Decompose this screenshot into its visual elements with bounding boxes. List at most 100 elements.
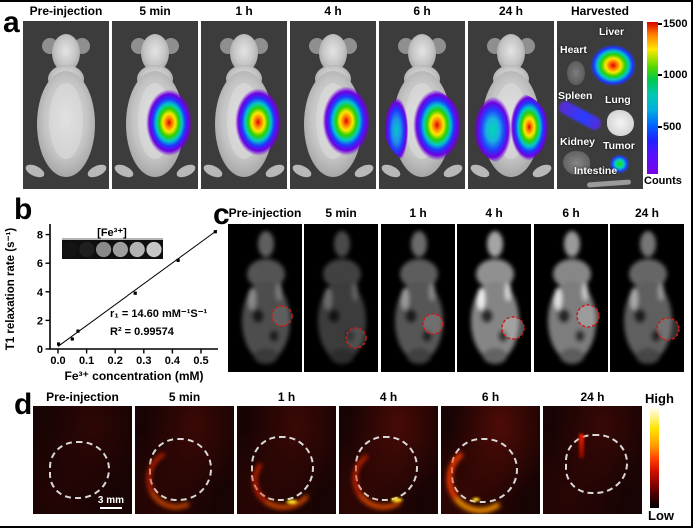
panel-a-frame-24h: 24 h: [468, 4, 554, 190]
timepoint-label: 1 h: [277, 390, 296, 404]
svg-text:0.0: 0.0: [50, 355, 65, 367]
mri-mouse: [457, 224, 531, 372]
svg-text:0: 0: [37, 344, 43, 356]
tumor-circle: [576, 304, 600, 328]
intestine-organ: [586, 179, 632, 188]
mri-mouse: [304, 224, 378, 372]
svg-text:T1 relaxation rate (s⁻¹): T1 relaxation rate (s⁻¹): [5, 228, 17, 351]
scale-bar-line: [99, 507, 122, 509]
organ-label-intestine: Intestine: [574, 165, 618, 177]
pa-hotspot: [284, 498, 299, 505]
mri-image: [534, 224, 608, 372]
svg-text:0.4: 0.4: [165, 355, 181, 367]
svg-text:8: 8: [37, 230, 43, 242]
colorbar-tick-label: 1500: [663, 18, 688, 30]
colorbar-tick: [658, 74, 662, 76]
svg-text:[Fe³⁺]: [Fe³⁺]: [97, 227, 127, 239]
tumor-circle: [345, 327, 367, 349]
lung-organ: [607, 110, 634, 136]
mri-image: [610, 224, 684, 372]
timepoint-label: 6 h: [481, 390, 500, 404]
panel-a-frame-5min: 5 min: [112, 4, 198, 190]
timepoint-label: 6 h: [562, 206, 580, 220]
mri-image: [381, 224, 455, 372]
pa-intensity-colorbar: [650, 406, 659, 508]
fluorescence-heatmap-blob: [473, 91, 549, 166]
organ-label-liver: Liver: [599, 26, 625, 38]
svg-text:Fe³⁺ concentration (mM): Fe³⁺ concentration (mM): [64, 369, 203, 383]
timepoint-label: 24 h: [634, 206, 659, 220]
panel-a-frame-preinjection: Pre-injection: [23, 4, 109, 190]
timepoint-label: 4 h: [485, 206, 503, 220]
svg-text:r₁ = 14.60 mM⁻¹S⁻¹: r₁ = 14.60 mM⁻¹S⁻¹: [110, 308, 208, 320]
mouse-fluorescence-image: [468, 21, 554, 189]
mri-image: [304, 224, 378, 372]
photoacoustic-image: [441, 406, 540, 514]
timepoint-label: 5 min: [139, 4, 171, 18]
svg-text:0.3: 0.3: [136, 355, 151, 367]
fluorescence-heatmap-blob: [225, 86, 282, 166]
timepoint-label: Pre-injection: [46, 390, 119, 404]
organ-label-spleen: Spleen: [558, 90, 593, 102]
fluorescence-heatmap-blob: [384, 88, 462, 166]
spleen-organ-heatmap: [557, 98, 604, 133]
tumor-organ-heatmap: [609, 154, 630, 174]
mri-mouse: [534, 224, 608, 372]
photoacoustic-image: [339, 406, 438, 514]
organ-label-kidney: Kidney: [560, 136, 596, 148]
colorbar-tick-label: 1000: [663, 69, 688, 81]
timepoint-label: 5 min: [168, 390, 201, 404]
mouse-fluorescence-image: [112, 21, 198, 189]
tumor-outline: [354, 436, 419, 501]
timepoint-label: 1 h: [235, 4, 253, 18]
photoacoustic-image: [543, 406, 642, 514]
harvested-organs-image: Heart Liver Spleen Lung Kidney Tumor Int…: [557, 21, 643, 189]
mri-image: [457, 224, 531, 372]
svg-text:R² = 0.99574: R² = 0.99574: [110, 326, 175, 338]
svg-text:0.2: 0.2: [108, 355, 123, 367]
mri-mouse: [610, 224, 684, 372]
tumor-circle: [656, 317, 680, 341]
svg-text:4: 4: [37, 287, 44, 299]
panel-a-frame-4h: 4 h: [290, 4, 376, 190]
colorbar-high-label: High: [645, 391, 674, 406]
colorbar-tick: [658, 23, 662, 25]
liver-organ-heatmap: [584, 39, 637, 87]
mouse-fluorescence-image: [23, 21, 109, 189]
colorbar-tick: [658, 126, 662, 128]
tumor-outline: [564, 434, 629, 495]
timepoint-label: Pre-injection: [29, 4, 103, 18]
svg-text:0.1: 0.1: [79, 355, 94, 367]
photoacoustic-image: 3 mm: [33, 406, 132, 514]
timepoint-label: 24 h: [498, 4, 523, 18]
tumor-circle: [501, 316, 525, 340]
panel-d-letter: d: [14, 388, 33, 421]
mouse-fluorescence-image: [290, 21, 376, 189]
tumor-circle: [271, 305, 293, 327]
harvested-title: Harvested: [570, 4, 630, 18]
kidney-organ: [563, 151, 590, 175]
heart-organ: [567, 61, 585, 85]
timepoint-label: 5 min: [325, 206, 357, 220]
tumor-outline: [148, 438, 213, 501]
panel-b-letter: b: [14, 193, 33, 226]
svg-text:0.5: 0.5: [193, 355, 208, 367]
organ-label-tumor: Tumor: [603, 140, 635, 152]
organ-label-lung: Lung: [605, 94, 631, 106]
pa-signal-streak: [578, 434, 584, 459]
scale-bar-label: 3 mm: [97, 495, 124, 506]
organ-label-heart: Heart: [560, 44, 587, 56]
mouse-silhouette: [23, 34, 109, 180]
panel-c-letter: c: [213, 198, 230, 231]
timepoint-label: 6 h: [413, 4, 431, 18]
timepoint-label: 24 h: [580, 390, 605, 404]
pa-hotspot: [470, 496, 481, 502]
mri-mouse: [381, 224, 455, 372]
tumor-outline: [48, 440, 111, 499]
panel-a-frame-1h: 1 h: [201, 4, 287, 190]
timepoint-label: 4 h: [324, 4, 342, 18]
mri-image: [228, 224, 302, 372]
mouse-fluorescence-image: [379, 21, 465, 189]
svg-text:6: 6: [37, 258, 43, 270]
